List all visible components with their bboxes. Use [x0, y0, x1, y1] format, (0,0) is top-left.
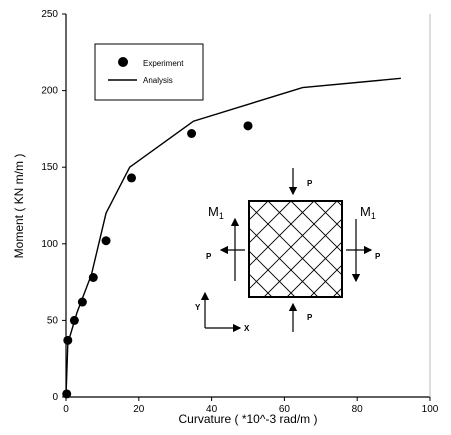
x-tick-label-4: 80	[352, 404, 364, 415]
y-tick-label-0: 0	[52, 392, 58, 403]
hatch-line	[383, 201, 451, 297]
hatch-line	[249, 201, 292, 244]
hatch-line	[429, 201, 451, 297]
coord-axis-y-label: Y	[195, 303, 201, 312]
x-tick-label-1: 20	[133, 404, 145, 415]
hatch-line	[290, 201, 342, 253]
load-label-right: P	[375, 252, 381, 261]
y-tick-label-5: 250	[41, 9, 58, 20]
hatch-line	[286, 241, 342, 297]
legend-marker-experiment	[118, 57, 128, 67]
y-tick-label-1: 50	[47, 315, 59, 326]
moment-label-right-text: M	[360, 204, 371, 219]
hatch-line	[249, 273, 273, 297]
experiment-point-6	[127, 173, 137, 183]
hatch-line	[249, 204, 342, 297]
hatch-line	[149, 201, 245, 297]
experiment-point-5	[101, 236, 111, 246]
hatch-line	[249, 201, 269, 221]
hatch-line	[103, 201, 199, 297]
experiment-point-4	[88, 273, 98, 283]
hatch-line	[80, 201, 176, 297]
legend: Experiment Analysis	[94, 43, 204, 101]
experiment-point-7	[187, 128, 197, 138]
hatch-line	[336, 201, 342, 207]
moment-label-left: M1	[208, 204, 224, 221]
experiment-point-3	[77, 297, 87, 307]
moment-label-right: M1	[360, 204, 376, 221]
hatch-line	[249, 201, 315, 267]
hatch-line	[267, 201, 342, 276]
y-tick-label-3: 150	[41, 162, 58, 173]
legend-box	[94, 43, 204, 101]
hatch-line	[313, 201, 342, 230]
axis-tick-labels: 0 20 40 60 80 100 0 50 100 150 200 250	[41, 9, 438, 415]
moment-label-left-sub: 1	[219, 211, 224, 221]
moment-label-left-text: M	[208, 204, 219, 219]
x-tick-label-3: 60	[279, 404, 291, 415]
load-label-top: P	[307, 179, 313, 188]
legend-label-analysis: Analysis	[143, 76, 173, 85]
experiment-point-2	[69, 315, 79, 325]
hatch-line	[249, 227, 319, 297]
experiment-point-1	[63, 335, 73, 345]
hatch-line	[249, 201, 338, 290]
axis-ticks	[62, 13, 431, 401]
experiment-point-0	[62, 389, 72, 399]
x-tick-label-0: 0	[63, 404, 69, 415]
series-line-analysis	[65, 77, 401, 398]
hatch-line	[249, 250, 296, 297]
y-tick-label-2: 100	[41, 239, 58, 250]
x-tick-label-5: 100	[422, 404, 439, 415]
y-axis-title: Moment ( KN m/m )	[12, 154, 26, 259]
experiment-point-8	[243, 121, 253, 131]
coord-axis-x-label: X	[244, 324, 250, 333]
hatch-line	[263, 218, 342, 297]
hatch-line	[309, 264, 342, 297]
x-tick-label-2: 40	[206, 404, 218, 415]
hatch-line	[332, 287, 342, 297]
hatch-line	[406, 201, 451, 297]
panel-hatch-pattern	[80, 201, 451, 297]
moment-label-right-sub: 1	[371, 211, 376, 221]
load-label-left: P	[206, 252, 212, 261]
series-points-experiment	[62, 121, 253, 399]
loading-diagram: P P P P M1 M1 Y X	[80, 168, 451, 333]
load-label-bottom: P	[307, 313, 313, 322]
y-tick-label-4: 200	[41, 86, 58, 97]
x-axis-title: Curvature ( *10^-3 rad/m )	[178, 412, 317, 426]
legend-label-experiment: Experiment	[143, 59, 184, 68]
